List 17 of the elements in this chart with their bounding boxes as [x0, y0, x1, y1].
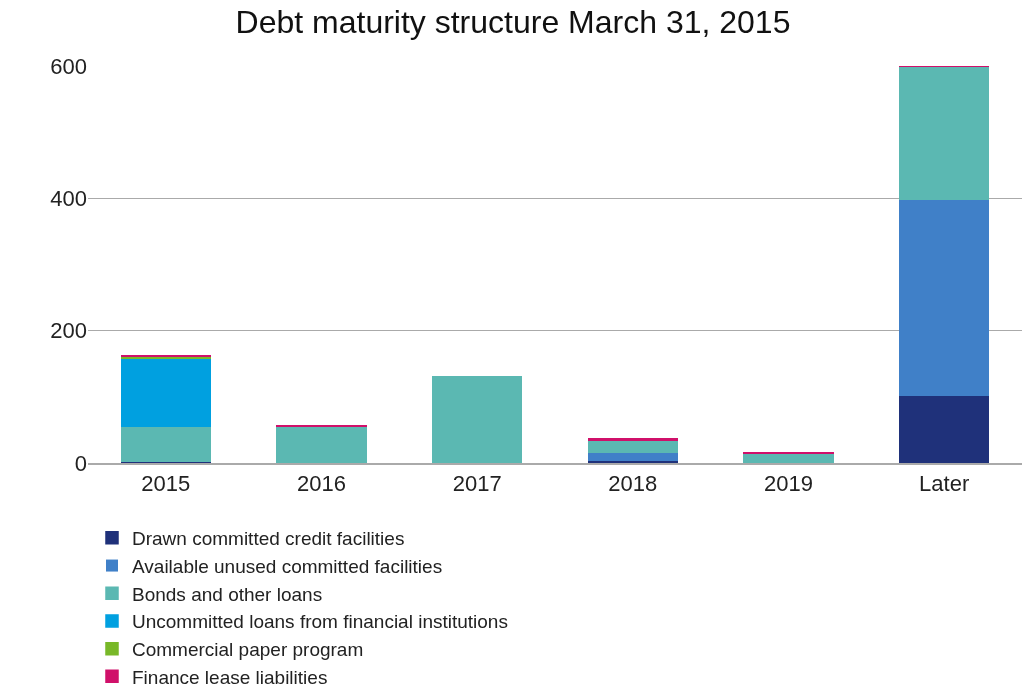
x-tick-label: 2015 — [141, 471, 191, 497]
x-tick-label: Later — [919, 471, 970, 497]
legend-label: Available unused committed facilities — [132, 555, 443, 577]
legend-label: Finance lease liabilities — [132, 666, 328, 688]
chart-title: Debt maturity structure March 31, 2015 — [235, 3, 791, 40]
x-tick-label: 2016 — [297, 471, 346, 497]
legend-label: Bonds and other loans — [132, 583, 323, 605]
y-tick-label: 0 — [74, 450, 87, 476]
legend-label: Uncommitted loans from financial institutions — [132, 611, 508, 633]
y-tick-label: 600 — [50, 53, 87, 79]
legend-label: Drawn committed credit facilities — [132, 528, 405, 550]
legend-label: Commercial paper program — [132, 639, 364, 661]
y-tick-label: 200 — [50, 318, 87, 344]
y-tick-label: 400 — [50, 186, 87, 212]
x-tick-label: 2019 — [764, 471, 813, 497]
x-tick-label: 2018 — [608, 471, 658, 497]
x-tick-label: 2017 — [452, 471, 502, 497]
